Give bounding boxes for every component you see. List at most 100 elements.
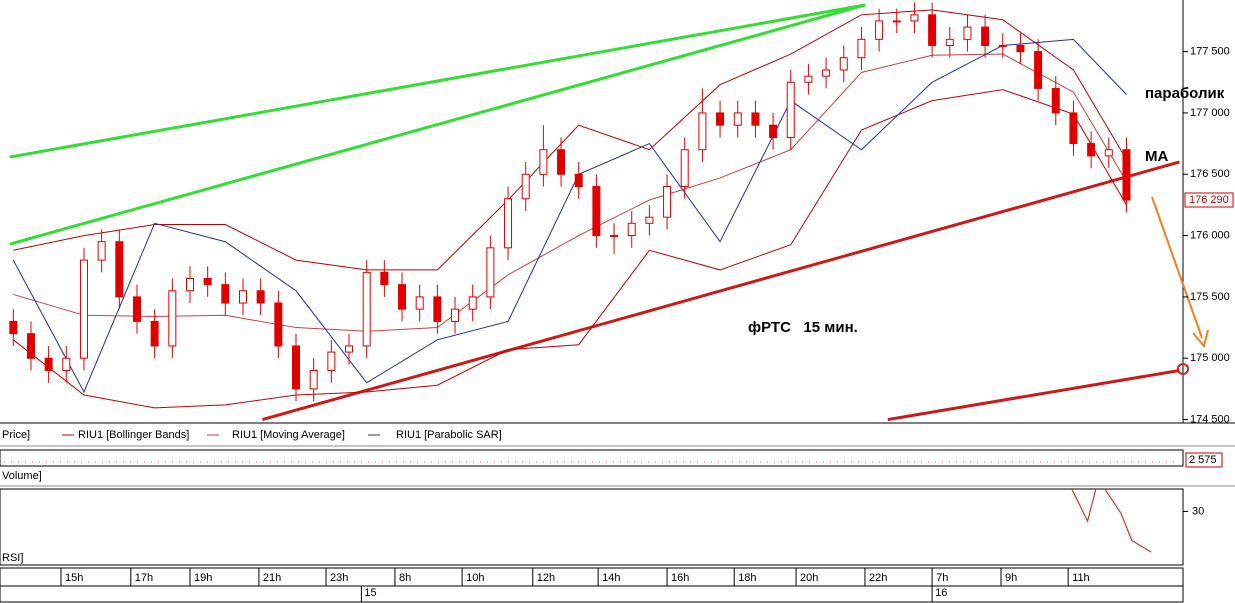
x-tick-label: 18h bbox=[738, 572, 756, 584]
legend-price: Price] bbox=[2, 429, 30, 441]
rsi-line bbox=[1071, 489, 1152, 553]
candle-body bbox=[892, 20, 901, 23]
day-tick-label: 15 bbox=[364, 587, 376, 599]
indicator-line bbox=[12, 89, 1127, 409]
candle-body bbox=[1122, 149, 1131, 201]
x-tick-label: 16h bbox=[671, 572, 689, 584]
candle-body bbox=[839, 57, 848, 71]
trendline bbox=[887, 369, 1180, 422]
candle-body bbox=[203, 278, 212, 286]
candle-body bbox=[663, 186, 672, 218]
annotation: МА bbox=[1145, 148, 1168, 165]
candle-body bbox=[1034, 51, 1043, 89]
trendline bbox=[262, 160, 1180, 421]
y-tick-label: 174 500 bbox=[1190, 413, 1230, 425]
x-tick-label: 12h bbox=[537, 572, 555, 584]
x-tick-label: 11h bbox=[1072, 572, 1090, 584]
last-price: 176 290 bbox=[1189, 194, 1229, 206]
annotation: фРТС 15 мин. bbox=[748, 319, 858, 336]
x-tick-label: 14h bbox=[602, 572, 620, 584]
candle-body bbox=[592, 186, 601, 237]
candle-body bbox=[610, 235, 619, 238]
day-tick-label: 16 bbox=[935, 587, 947, 599]
candle-body bbox=[574, 173, 583, 188]
marker bbox=[1177, 363, 1189, 375]
candle-body bbox=[786, 81, 795, 138]
candle-body bbox=[539, 149, 548, 175]
candle-body bbox=[1087, 143, 1096, 157]
indicator-line bbox=[13, 9, 1127, 271]
candle-body bbox=[680, 149, 689, 188]
x-tick-label: 23h bbox=[330, 572, 348, 584]
candle-body bbox=[150, 320, 159, 347]
volume-label: Volume] bbox=[2, 470, 42, 482]
candle-body bbox=[1051, 87, 1060, 114]
candle-body bbox=[1069, 112, 1078, 145]
x-tick-label: 21h bbox=[263, 572, 281, 584]
candle-body bbox=[698, 112, 707, 151]
indicator-line bbox=[13, 53, 1127, 332]
candle-body bbox=[910, 14, 919, 22]
candle-body bbox=[327, 351, 336, 371]
volume-panel bbox=[0, 449, 1184, 467]
candle-body bbox=[256, 290, 265, 304]
x-tick-label: 9h bbox=[1005, 572, 1017, 584]
candle-body bbox=[26, 333, 35, 359]
candle-body bbox=[521, 173, 530, 200]
rsi-panel bbox=[0, 488, 1184, 566]
x-tick-label: 22h bbox=[869, 572, 887, 584]
candle-body bbox=[468, 296, 477, 310]
candle-body bbox=[185, 278, 194, 292]
y-tick-label: 175 500 bbox=[1190, 291, 1230, 303]
x-tick-label: 10h bbox=[466, 572, 484, 584]
trendline bbox=[9, 3, 866, 159]
candle-body bbox=[998, 44, 1007, 47]
x-tick-label: 20h bbox=[800, 572, 818, 584]
candle-body bbox=[751, 112, 760, 126]
candle-body bbox=[645, 216, 654, 224]
candle-body bbox=[239, 290, 247, 304]
candle-body bbox=[362, 271, 371, 347]
candle-body bbox=[804, 75, 813, 83]
rsi-plot bbox=[1071, 489, 1152, 553]
candle-body bbox=[115, 241, 124, 298]
candle-body bbox=[857, 38, 866, 59]
y-tick-label: 175 000 bbox=[1190, 352, 1230, 364]
legend-bb: RIU1 [Bollinger Bands] bbox=[78, 429, 189, 441]
y-tick-label: 176 000 bbox=[1190, 229, 1230, 241]
rsi-tick-label: 30 bbox=[1192, 505, 1204, 517]
candle-body bbox=[451, 308, 460, 322]
x-tick-label: 15h bbox=[65, 572, 83, 584]
candle-body bbox=[981, 26, 990, 46]
rsi-label: RSI] bbox=[2, 552, 23, 564]
arrow-head bbox=[1192, 329, 1209, 349]
candle-body bbox=[44, 357, 53, 371]
legend-ma: RIU1 [Moving Average] bbox=[232, 429, 345, 441]
candle-body bbox=[769, 124, 778, 138]
volume-last: 2 575 bbox=[1189, 454, 1217, 466]
candle-body bbox=[309, 369, 318, 390]
candle-body bbox=[62, 357, 71, 371]
x-tick-label: 19h bbox=[194, 572, 212, 584]
x-tick-label: 17h bbox=[135, 572, 153, 584]
candle-body bbox=[928, 14, 937, 46]
candle-body bbox=[733, 112, 742, 126]
x-tick-label: 8h bbox=[399, 572, 411, 584]
day-axis bbox=[0, 585, 1184, 603]
candle-body bbox=[486, 247, 495, 298]
candle-body bbox=[504, 198, 513, 249]
candle-body bbox=[292, 345, 301, 390]
annotation: параболик bbox=[1145, 85, 1225, 102]
candle-body bbox=[398, 284, 407, 310]
last-price-box bbox=[1184, 192, 1234, 208]
y-tick-label: 177 000 bbox=[1190, 107, 1230, 119]
legend-sar: RIU1 [Parabolic SAR] bbox=[396, 429, 502, 441]
y-tick-label: 177 500 bbox=[1190, 46, 1230, 58]
candle-body bbox=[345, 345, 354, 353]
candle-body bbox=[380, 271, 389, 286]
candle-body bbox=[168, 290, 177, 347]
trendline bbox=[9, 3, 866, 246]
y-tick-label: 176 500 bbox=[1190, 168, 1230, 180]
candle-body bbox=[97, 241, 106, 261]
